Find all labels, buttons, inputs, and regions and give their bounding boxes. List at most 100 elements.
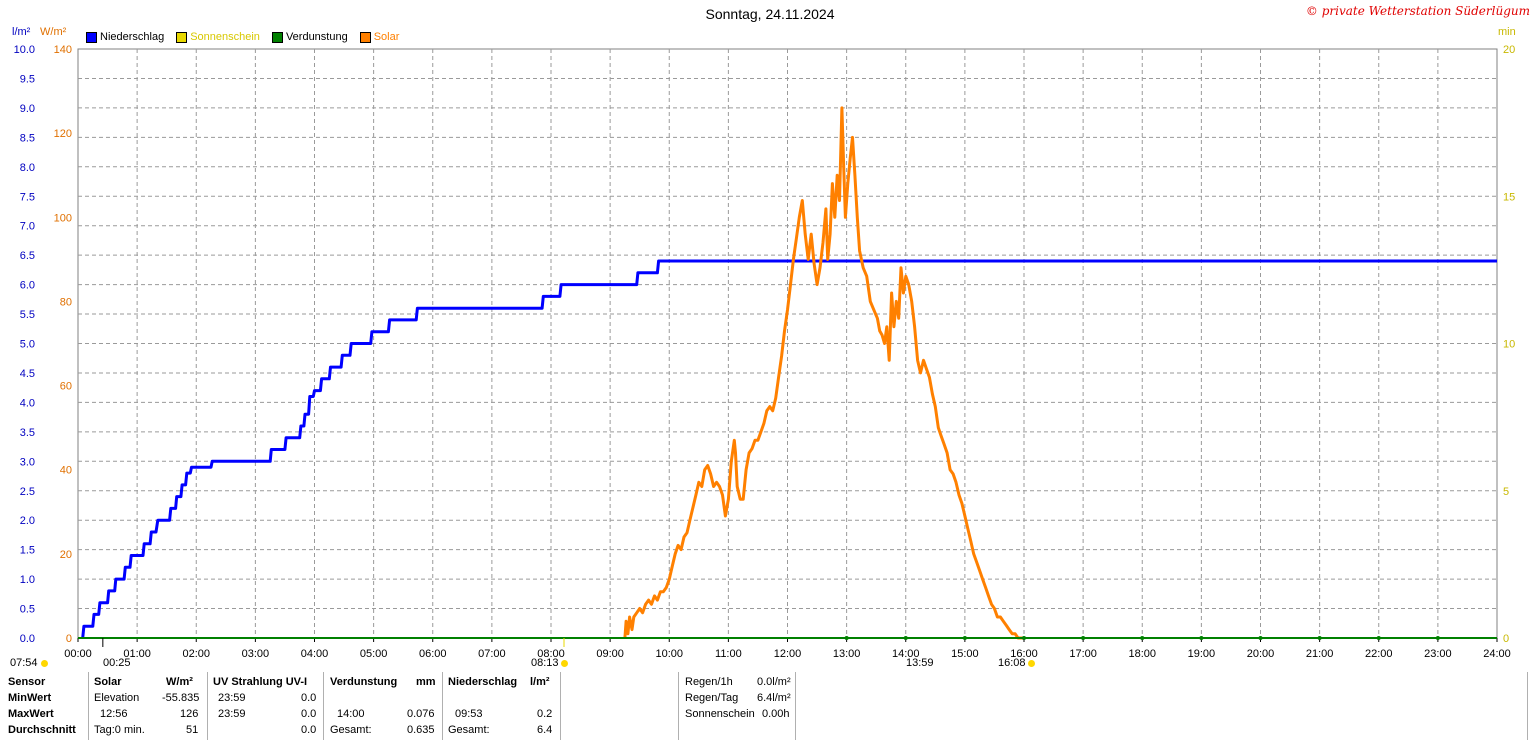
precip-tick-label: 5.0 xyxy=(20,339,35,351)
verdunstung-point xyxy=(903,636,908,640)
verdunstung-point xyxy=(1435,636,1440,640)
x-tick-label: 06:00 xyxy=(419,648,447,660)
solar-tick-label: 120 xyxy=(54,128,72,140)
precip-tick-label: 2.5 xyxy=(20,486,35,498)
verd-max-value: 0.076 xyxy=(407,708,435,720)
verdunstung-point xyxy=(1022,636,1026,640)
solar-unit-header: W/m² xyxy=(166,676,193,688)
solar-min-value: -55.835 xyxy=(162,692,200,704)
x-tick-label: 11:00 xyxy=(715,648,742,660)
legend-item-solar: Solar xyxy=(359,31,400,43)
nied-header: Niederschlag xyxy=(448,676,518,688)
sunset-icon xyxy=(1028,660,1035,667)
x-tick-label: 14:00 xyxy=(892,648,920,660)
legend-label: Sonnenschein xyxy=(190,31,260,43)
nied-total-value: 6.4 xyxy=(537,724,553,736)
x-tick-label: 23:00 xyxy=(1424,648,1452,660)
uv-avg-value: 0.0 xyxy=(301,724,317,736)
verdunstung-point xyxy=(1199,636,1204,640)
nied-max-value: 0.2 xyxy=(537,708,553,720)
verd-total-value: 0.635 xyxy=(407,724,435,736)
regen-tag-label: Regen/Tag xyxy=(685,692,739,704)
x-tick-label: 18:00 xyxy=(1128,648,1156,660)
minutes-unit: min xyxy=(1498,26,1516,38)
uv-header: UV Strahlung UV-I xyxy=(213,676,308,688)
series-line-solar xyxy=(623,106,1026,640)
solar-max-value: 126 xyxy=(180,708,199,720)
verd-total-label: Gesamt: xyxy=(330,724,372,736)
legend-item-sonnenschein: Sonnenschein xyxy=(176,31,260,43)
x-tick-label: 22:00 xyxy=(1365,648,1393,660)
avg-row-label: Durchschnitt xyxy=(8,724,76,736)
legend-label: Verdunstung xyxy=(285,31,348,43)
solar-tick-label: 0 xyxy=(66,633,72,645)
legend-swatch xyxy=(86,31,97,43)
solar-tick-label: 20 xyxy=(60,549,72,561)
solar-tick-label: 100 xyxy=(54,212,72,224)
sunrise-label: 07:54 xyxy=(10,657,38,669)
regen-1h-label: Regen/1h xyxy=(685,676,733,688)
precip-tick-label: 2.0 xyxy=(20,515,35,527)
table-divider xyxy=(795,672,796,740)
table-divider xyxy=(207,672,208,740)
x-tick-label: 19:00 xyxy=(1188,648,1216,660)
table-divider xyxy=(323,672,324,740)
x-tick-label: 07:00 xyxy=(478,648,506,660)
verdunstung-point xyxy=(962,636,967,640)
solar-avg-label: Tag:0 min. xyxy=(94,724,145,736)
x-tick-label: 21:00 xyxy=(1306,648,1334,660)
solar-max-time: 12:56 xyxy=(100,708,128,720)
precip-tick-label: 8.0 xyxy=(20,162,35,174)
precip-tick-label: 8.5 xyxy=(20,132,35,144)
uv-max-value: 0.0 xyxy=(301,708,317,720)
solar-header: Solar xyxy=(94,676,122,688)
series-line-niederschlag xyxy=(81,259,1497,639)
table-divider xyxy=(1527,672,1528,740)
verd-header: Verdunstung xyxy=(330,676,398,688)
x-tick-label: 08:00 xyxy=(537,648,565,660)
minutes-tick-label: 5 xyxy=(1503,486,1509,498)
nied-total-label: Gesamt: xyxy=(448,724,490,736)
regen-tag-value: 6.4l/m² xyxy=(757,692,791,704)
verdunstung-point xyxy=(1376,636,1381,640)
uv-min-time: 23:59 xyxy=(218,692,246,704)
precip-tick-label: 1.0 xyxy=(20,574,35,586)
sensor-header: Sensor xyxy=(8,676,46,688)
minutes-tick-label: 15 xyxy=(1503,191,1515,203)
legend-label: Solar xyxy=(373,31,400,43)
precip-tick-label: 4.0 xyxy=(20,397,35,409)
x-tick-label: 15:00 xyxy=(951,648,979,660)
legend-swatch xyxy=(359,31,371,43)
legend-swatch xyxy=(176,31,188,43)
minutes-tick-label: 0 xyxy=(1503,633,1509,645)
x-tick-label: 01:00 xyxy=(123,648,151,660)
x-tick-label: 13:00 xyxy=(833,648,861,660)
solar-tick-label: 60 xyxy=(60,381,72,393)
legend-label: Niederschlag xyxy=(100,31,165,43)
uv-min-value: 0.0 xyxy=(301,692,317,704)
precip-unit: l/m² xyxy=(12,26,31,38)
verdunstung-point xyxy=(844,636,849,640)
x-tick-label: 04:00 xyxy=(301,648,329,660)
legend-item-verdunstung: Verdunstung xyxy=(271,31,348,43)
marker-label-4: 16:08 xyxy=(998,657,1026,669)
precip-tick-label: 3.0 xyxy=(20,456,35,468)
table-divider xyxy=(442,672,443,740)
solar-unit: W/m² xyxy=(40,26,67,38)
precip-tick-label: 3.5 xyxy=(20,427,35,439)
x-tick-label: 02:00 xyxy=(182,648,210,660)
solar-avg-value: 51 xyxy=(186,724,199,736)
precip-tick-label: 0.0 xyxy=(20,633,35,645)
minutes-tick-label: 10 xyxy=(1503,339,1515,351)
x-tick-label: 00:00 xyxy=(64,648,92,660)
x-tick-label: 10:00 xyxy=(655,648,683,660)
legend-swatch xyxy=(271,31,283,43)
marker-label-3: 13:59 xyxy=(906,657,934,669)
precip-tick-label: 1.5 xyxy=(20,545,35,557)
verd-unit-header: mm xyxy=(416,676,436,688)
precip-tick-label: 9.5 xyxy=(20,73,35,85)
uv-max-time: 23:59 xyxy=(218,708,246,720)
marker-label-1: 00:25 xyxy=(103,657,131,669)
sonnenschein-value: 0.00h xyxy=(762,708,790,720)
solar-tick-label: 140 xyxy=(54,44,72,56)
